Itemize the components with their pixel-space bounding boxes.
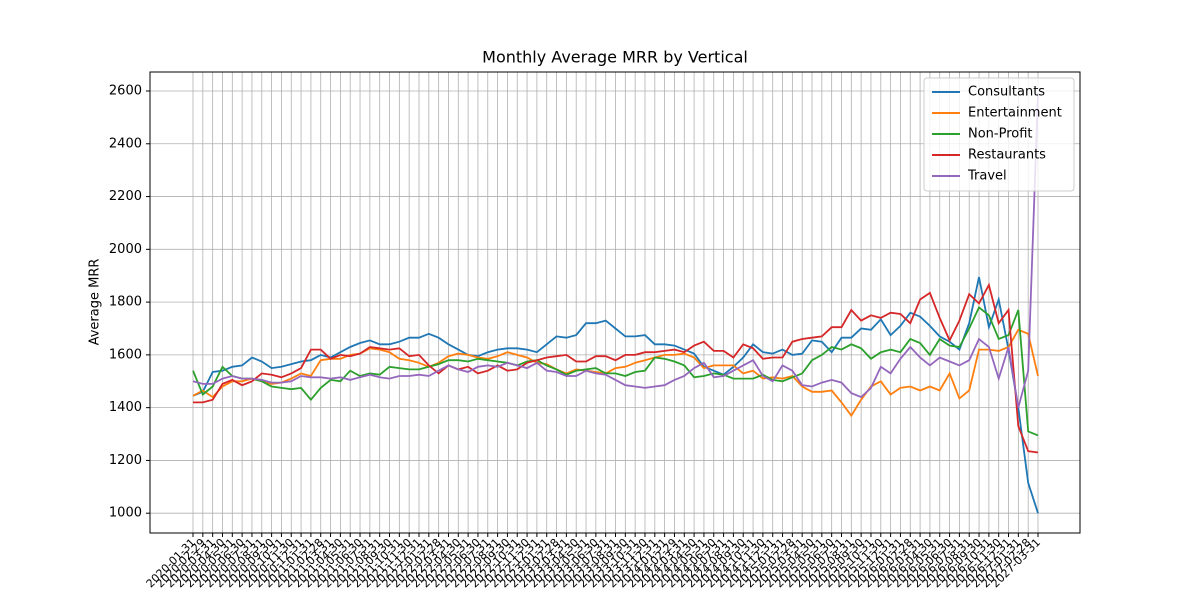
y-tick-label: 2400 xyxy=(109,136,142,151)
series-line xyxy=(192,93,1039,408)
y-tick-label: 1400 xyxy=(109,400,142,415)
y-tick-label: 1800 xyxy=(109,295,142,310)
legend: Consultants Entertainment Non-Profit Restau… xyxy=(923,77,1075,192)
y-tick-label: 2000 xyxy=(109,242,142,257)
series-line xyxy=(192,305,1039,437)
y-tick-label: 1000 xyxy=(109,506,142,521)
y-tick-label: 1600 xyxy=(109,347,142,362)
y-axis-label: Average MRR xyxy=(88,259,103,346)
series-line xyxy=(192,276,1039,514)
legend-label: Non-Profit xyxy=(968,127,1033,142)
series-line xyxy=(193,282,1039,454)
legend-frame xyxy=(923,77,1075,192)
legend-label: Consultants xyxy=(968,85,1045,100)
chart-title: Monthly Average MRR by Vertical xyxy=(482,48,748,67)
legend-label: Entertainment xyxy=(968,106,1062,121)
series-line xyxy=(192,328,1039,418)
y-tick-label: 1200 xyxy=(109,453,142,468)
legend-label: Restaurants xyxy=(968,148,1046,163)
plot-frame xyxy=(149,71,1081,534)
y-tick-label: 2600 xyxy=(109,83,142,98)
legend-label: Travel xyxy=(967,169,1007,184)
y-tick-label: 2200 xyxy=(109,189,142,204)
